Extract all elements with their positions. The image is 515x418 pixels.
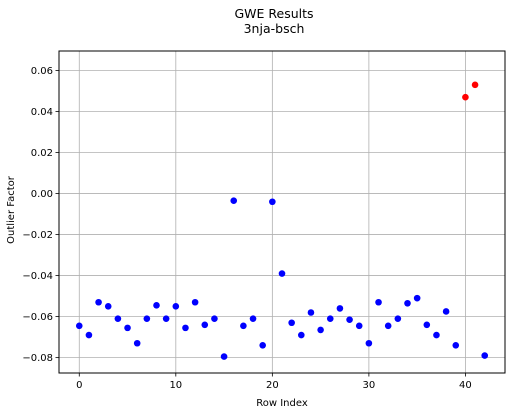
y-tick-label: 0.00 (31, 189, 53, 200)
data-point (95, 298, 102, 306)
data-point (288, 319, 295, 327)
data-point (278, 270, 286, 277)
x-axis-label: Row Index (256, 398, 308, 409)
data-point (162, 315, 170, 322)
y-tick-label: 0.06 (31, 66, 53, 77)
y-tick-label: 0.02 (31, 148, 53, 159)
data-point (433, 331, 440, 339)
data-point (191, 298, 199, 306)
data-point (104, 303, 112, 310)
data-point (394, 315, 402, 322)
y-tick-label: −0.04 (22, 271, 53, 282)
data-point (85, 331, 93, 339)
outlier-point (471, 81, 479, 89)
axis-ticks: 0 10 20 30 40 −0.08 −0.06 −0.04 −0.02 0.00 0.02 0.0… (22, 66, 471, 391)
data-point (259, 342, 266, 349)
y-tick-label: 0.04 (31, 107, 53, 118)
data-point (307, 309, 315, 316)
data-point (452, 342, 460, 349)
outlier-point (462, 93, 469, 101)
x-tick-label: 0 (76, 380, 82, 391)
x-tick-label: 40 (459, 380, 472, 391)
data-point (317, 326, 324, 334)
data-point (75, 322, 83, 330)
y-axis-label: Outlier Factor (6, 175, 17, 244)
data-points (75, 81, 489, 360)
data-point (114, 315, 122, 322)
data-point (249, 315, 257, 322)
data-point (220, 353, 228, 360)
x-tick-label: 20 (266, 380, 279, 391)
data-point (230, 197, 238, 205)
data-point (211, 315, 218, 322)
data-point (326, 315, 334, 322)
y-tick-label: −0.08 (22, 353, 53, 364)
data-point (384, 322, 392, 330)
data-point (269, 198, 276, 206)
x-tick-label: 10 (169, 380, 182, 391)
data-point (298, 331, 305, 339)
grid-lines (59, 51, 505, 373)
y-tick-label: −0.02 (22, 230, 53, 241)
data-point (442, 308, 450, 315)
data-point (153, 302, 160, 309)
data-point (375, 298, 382, 306)
data-point (143, 315, 151, 322)
data-point (133, 339, 141, 347)
data-point (423, 321, 431, 329)
data-point (240, 322, 247, 330)
data-point (172, 303, 180, 310)
data-point (336, 305, 344, 312)
chart-title: GWE Results (234, 6, 313, 21)
data-point (481, 352, 489, 359)
y-tick-label: −0.06 (22, 312, 53, 323)
plot-frame (58, 50, 506, 374)
data-point (413, 294, 421, 302)
data-point (355, 322, 363, 330)
data-point (124, 324, 131, 332)
data-point (346, 316, 353, 323)
x-tick-label: 30 (363, 380, 376, 391)
data-point (404, 299, 411, 307)
data-point (365, 339, 373, 347)
chart-subtitle: 3nja-bsch (244, 21, 305, 36)
data-point (182, 324, 189, 332)
data-point (201, 321, 209, 329)
